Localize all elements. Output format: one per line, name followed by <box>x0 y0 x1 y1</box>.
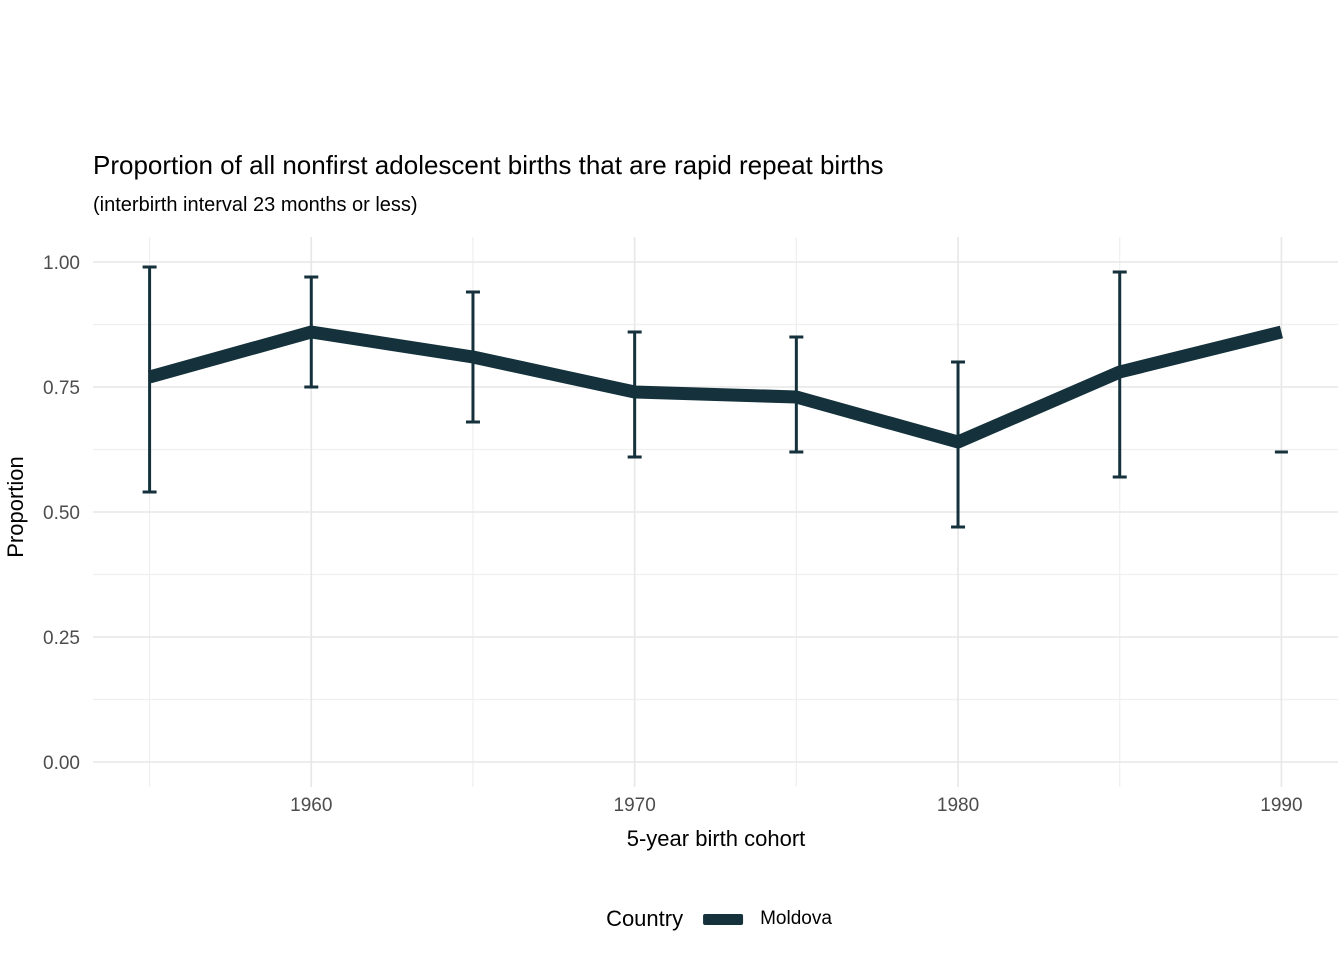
legend-item-moldova: Moldova <box>760 908 832 929</box>
x-axis-title: 5-year birth cohort <box>626 826 806 851</box>
y-tick-label: 0.00 <box>43 753 80 774</box>
legend-key-line-swatch <box>703 913 744 925</box>
chart-subtitle: (interbirth interval 23 months or less) <box>93 194 418 216</box>
data-line-moldova <box>147 325 1283 449</box>
y-tick-label: 0.25 <box>43 628 80 649</box>
legend-title: Country <box>606 906 684 931</box>
x-tick-label: 1970 <box>614 795 656 816</box>
y-tick-label: 0.75 <box>43 378 80 399</box>
y-axis-title: Proportion <box>3 456 28 558</box>
x-tick-label: 1960 <box>290 795 332 816</box>
y-tick-label: 1.00 <box>43 253 80 274</box>
x-tick-label: 1980 <box>937 795 979 816</box>
x-tick-label: 1990 <box>1260 795 1302 816</box>
legend: Country Moldova <box>606 906 832 932</box>
chart-title: Proportion of all nonfirst adolescent bi… <box>93 150 884 180</box>
y-tick-label: 0.50 <box>43 503 80 524</box>
